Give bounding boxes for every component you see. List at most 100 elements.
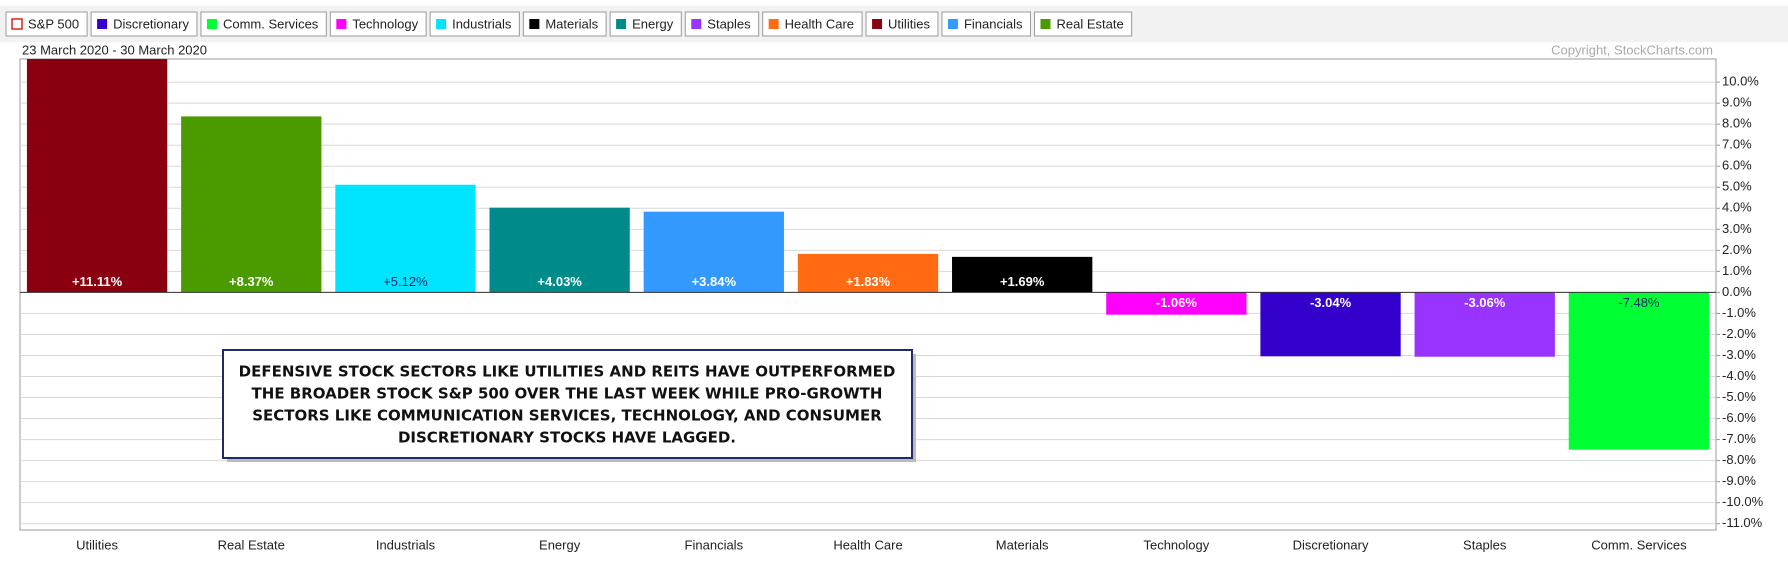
bar <box>1106 292 1247 315</box>
legend-label: Utilities <box>888 16 930 31</box>
y-tick-label: -5.0% <box>1722 389 1756 404</box>
legend-item[interactable]: Technology <box>329 11 427 37</box>
bar <box>335 184 476 293</box>
legend-label: Financials <box>964 16 1023 31</box>
value-label: +1.83% <box>846 274 891 289</box>
legend-label: Technology <box>352 16 418 31</box>
legend-button[interactable] <box>762 11 863 37</box>
bar <box>1414 292 1555 357</box>
legend-item[interactable]: Comm. Services <box>200 11 327 37</box>
legend-label: Energy <box>632 16 674 31</box>
bar <box>1568 292 1710 450</box>
y-tick-label: 0.0% <box>1722 284 1752 299</box>
legend-swatch <box>11 18 23 30</box>
legend-item[interactable]: Materials <box>522 11 607 37</box>
y-tick-label: -9.0% <box>1722 473 1756 488</box>
legend-item[interactable]: Discretionary <box>90 11 198 37</box>
value-label: +8.37% <box>229 274 274 289</box>
y-tick-label: 7.0% <box>1722 137 1752 152</box>
value-label: +4.03% <box>537 274 582 289</box>
x-tick-label: Discretionary <box>1293 537 1369 552</box>
x-tick-label: Comm. Services <box>1591 537 1687 552</box>
y-tick-label: -4.0% <box>1722 368 1756 383</box>
y-tick-label: 6.0% <box>1722 158 1752 173</box>
y-tick-label: -2.0% <box>1722 326 1756 341</box>
y-tick-label: -8.0% <box>1722 452 1756 467</box>
legend-label: Discretionary <box>113 16 189 31</box>
bar <box>643 211 784 293</box>
y-tick-label: 8.0% <box>1722 116 1752 131</box>
annotation-text: DEFENSIVE STOCK SECTORS LIKE UTILITIES A… <box>239 363 896 381</box>
annotation-text: SECTORS LIKE COMMUNICATION SERVICES, TEC… <box>252 407 882 425</box>
value-label: +5.12% <box>383 274 428 289</box>
value-label: -7.48% <box>1618 295 1660 310</box>
value-label: -1.06% <box>1156 295 1198 310</box>
legend-label: S&P 500 <box>28 16 79 31</box>
legend-swatch <box>691 19 702 29</box>
x-tick-label: Real Estate <box>218 537 285 552</box>
legend-item[interactable]: Real Estate <box>1033 11 1133 37</box>
legend-swatch <box>436 19 447 29</box>
legend-button[interactable] <box>200 11 327 37</box>
legend-swatch <box>872 19 883 29</box>
subtitle: 23 March 2020 - 30 March 2020 <box>22 42 207 57</box>
bar <box>952 256 1093 293</box>
legend-swatch <box>97 19 108 29</box>
x-tick-label: Utilities <box>76 537 118 552</box>
legend-swatch <box>1040 19 1051 29</box>
y-tick-label: 2.0% <box>1722 242 1752 257</box>
legend-label: Comm. Services <box>223 16 319 31</box>
value-label: -3.06% <box>1464 295 1506 310</box>
bar <box>797 253 939 293</box>
legend-item[interactable]: Industrials <box>429 11 520 37</box>
bar <box>181 116 322 293</box>
annotation-text: DISCRETIONARY STOCKS HAVE LAGGED. <box>398 429 736 447</box>
y-tick-label: -1.0% <box>1722 305 1756 320</box>
plot-frame <box>19 58 1717 531</box>
legend-label: Health Care <box>785 16 854 31</box>
bar <box>1260 292 1401 357</box>
legend-item[interactable]: Energy <box>609 11 682 37</box>
y-tick-label: 5.0% <box>1722 179 1752 194</box>
plot: 10.0% 9.0% 8.0% 7.0% 6.0% 5.0% 4.0% 3.0% 2.0% 1.0… <box>20 59 1764 552</box>
value-label: +3.84% <box>692 274 737 289</box>
value-label: +11.11% <box>72 274 123 289</box>
annotation-text: THE BROADER STOCK S&P 500 OVER THE LAST … <box>252 385 883 403</box>
y-tick-label: 4.0% <box>1722 200 1752 215</box>
legend-item[interactable]: Utilities <box>865 11 939 37</box>
legend-swatch <box>616 19 627 29</box>
y-tick-label: -6.0% <box>1722 410 1756 425</box>
y-tick-label: 1.0% <box>1722 263 1752 278</box>
legend-button[interactable] <box>1033 11 1133 37</box>
x-tick-label: Technology <box>1143 537 1209 552</box>
legend-item[interactable]: Health Care <box>762 11 863 37</box>
legend-label: Materials <box>545 16 598 31</box>
legend-item[interactable]: Staples <box>684 11 760 37</box>
legend-label: Real Estate <box>1056 16 1123 31</box>
bar <box>26 59 168 293</box>
y-tick-label: -3.0% <box>1722 347 1756 362</box>
x-tick-label: Financials <box>685 537 744 552</box>
legend-item[interactable]: Financials <box>941 11 1031 37</box>
x-tick-label: Industrials <box>376 537 436 552</box>
legend-label: Staples <box>707 16 751 31</box>
y-tick-label: -7.0% <box>1722 431 1756 446</box>
legend-swatch <box>529 19 540 29</box>
x-tick-label: Health Care <box>833 537 902 552</box>
x-tick-label: Energy <box>539 537 581 552</box>
legend-label: Industrials <box>452 16 512 31</box>
x-tick-label: Staples <box>1463 537 1507 552</box>
bar <box>489 207 630 293</box>
legend-button[interactable] <box>90 11 198 37</box>
y-tick-label: 9.0% <box>1722 95 1752 110</box>
y-tick-label: -10.0% <box>1722 494 1764 509</box>
y-tick-label: 3.0% <box>1722 221 1752 236</box>
legend-item[interactable]: S&P 500 <box>5 11 88 37</box>
legend-swatch <box>336 19 347 29</box>
y-tick-label: 10.0% <box>1722 74 1759 89</box>
legend: S&P 500 Discretionary Comm. Services Techno… <box>5 11 1133 37</box>
annotation-box <box>222 349 913 459</box>
legend-swatch <box>206 19 217 29</box>
x-tick-label: Materials <box>996 537 1049 552</box>
